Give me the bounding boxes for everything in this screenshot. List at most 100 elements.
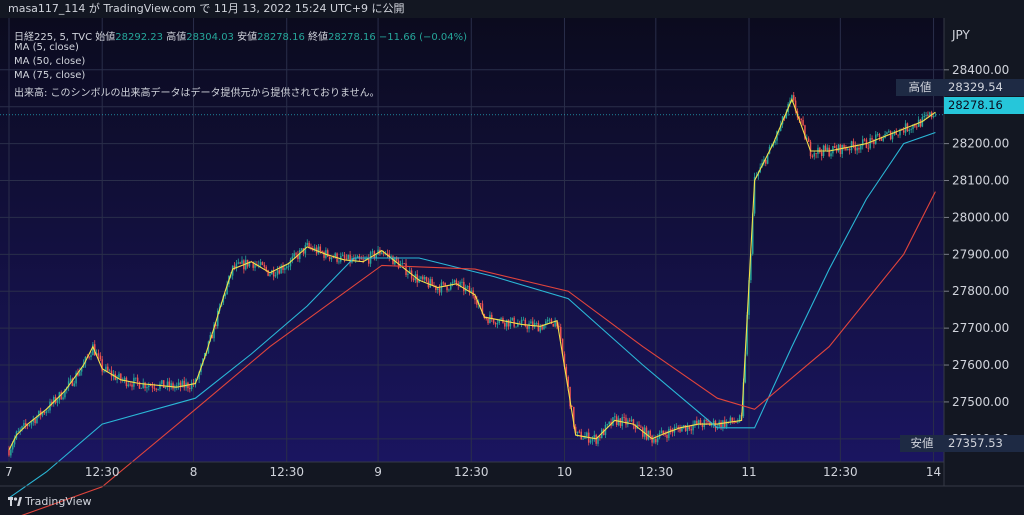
candle-body xyxy=(701,425,704,428)
candle-body xyxy=(174,387,176,389)
candle-body xyxy=(60,392,62,400)
candle-body xyxy=(252,261,254,268)
candle-body xyxy=(127,384,130,387)
candle-body xyxy=(459,282,461,286)
low-label: 安値 xyxy=(237,32,258,43)
candle-body xyxy=(23,423,25,427)
time-axis[interactable]: 7 12:30 8 12:30 9 12:30 10 12:30 11 12:30 14 xyxy=(5,465,941,479)
candle-body xyxy=(343,255,346,259)
candle-body xyxy=(313,247,316,251)
candle-body xyxy=(30,421,33,425)
candle-body xyxy=(681,427,683,432)
candle-body xyxy=(41,412,44,416)
candle-body xyxy=(545,321,547,325)
candle-body xyxy=(155,388,158,390)
candle-body xyxy=(233,265,236,269)
y-tick-label: 28100.00 xyxy=(952,174,1009,188)
candle-body xyxy=(612,417,614,426)
candle-body xyxy=(36,416,38,424)
candle-body xyxy=(902,130,905,133)
candle-body xyxy=(876,134,879,135)
candle-body xyxy=(634,425,637,429)
candle-body xyxy=(438,288,441,293)
candle-body xyxy=(899,129,901,136)
footer[interactable]: TradingView xyxy=(8,495,91,509)
ma5-line xyxy=(8,97,936,451)
candle-body xyxy=(537,322,540,332)
candle-body xyxy=(69,378,72,382)
candle-body xyxy=(720,421,722,428)
candle-body xyxy=(99,355,102,360)
candle-body xyxy=(569,386,571,407)
candle-body xyxy=(871,138,873,140)
candle-body xyxy=(806,138,808,140)
candle-body xyxy=(830,153,832,157)
candle-body xyxy=(669,428,672,431)
candle-body xyxy=(75,372,77,384)
candle-body xyxy=(515,326,517,328)
candle-body xyxy=(798,117,801,119)
candle-body xyxy=(923,115,925,117)
candle-body xyxy=(565,366,568,377)
candle-body xyxy=(10,449,12,456)
candle-body xyxy=(863,139,866,141)
plot-area[interactable] xyxy=(0,18,944,462)
candle-body xyxy=(873,139,875,144)
candle-body xyxy=(684,425,687,432)
candle-body xyxy=(17,430,20,432)
candle-body xyxy=(423,276,426,280)
candle-body xyxy=(77,372,79,376)
candle-body xyxy=(168,381,171,388)
candle-body xyxy=(157,388,159,390)
candle-body xyxy=(683,425,685,428)
candle-body xyxy=(912,124,914,130)
candle-body xyxy=(265,266,267,271)
candle-body xyxy=(554,320,556,327)
candle-body xyxy=(530,321,532,324)
candle-body xyxy=(599,436,601,439)
ma5-legend[interactable]: MA (5, close) xyxy=(14,42,79,53)
ma75-legend[interactable]: MA (75, close) xyxy=(14,70,86,81)
candle-body xyxy=(589,440,592,443)
candle-body xyxy=(319,246,322,251)
candle-body xyxy=(571,406,573,407)
candle-body xyxy=(211,334,213,339)
candle-body xyxy=(584,436,586,439)
candle-body xyxy=(453,280,456,283)
candle-body xyxy=(136,377,139,382)
ma50-legend[interactable]: MA (50, close) xyxy=(14,56,86,67)
candle-body xyxy=(395,257,398,261)
candle-body xyxy=(697,420,700,425)
candle-body xyxy=(561,338,564,354)
candle-body xyxy=(737,421,739,423)
candle-body xyxy=(368,258,370,264)
candle-body xyxy=(347,254,349,260)
candle-body xyxy=(722,420,724,428)
candle-body xyxy=(489,314,491,324)
candle-body xyxy=(895,131,898,135)
candle-body xyxy=(28,424,31,426)
candle-body xyxy=(386,253,389,255)
candle-body xyxy=(326,250,329,257)
low-badge-label: 安値 xyxy=(900,435,944,452)
candle-body xyxy=(338,261,340,263)
candle-body xyxy=(751,213,754,254)
candle-body xyxy=(25,423,27,426)
candle-body xyxy=(239,262,241,264)
candle-body xyxy=(356,256,359,258)
candle-body xyxy=(837,144,840,152)
candle-body xyxy=(189,388,191,389)
candle-body xyxy=(643,427,646,437)
candle-body xyxy=(479,303,482,305)
candle-body xyxy=(38,410,40,417)
candle-body xyxy=(110,370,113,377)
candle-body xyxy=(259,262,262,265)
candle-body xyxy=(886,132,888,135)
candle-body xyxy=(451,282,454,284)
price-axis[interactable]: 27400.0027500.0027600.0027700.0027800.00… xyxy=(944,63,1009,446)
candle-body xyxy=(272,270,275,277)
candle-body xyxy=(282,265,284,270)
candle-body xyxy=(574,426,577,434)
candle-body xyxy=(328,256,331,260)
